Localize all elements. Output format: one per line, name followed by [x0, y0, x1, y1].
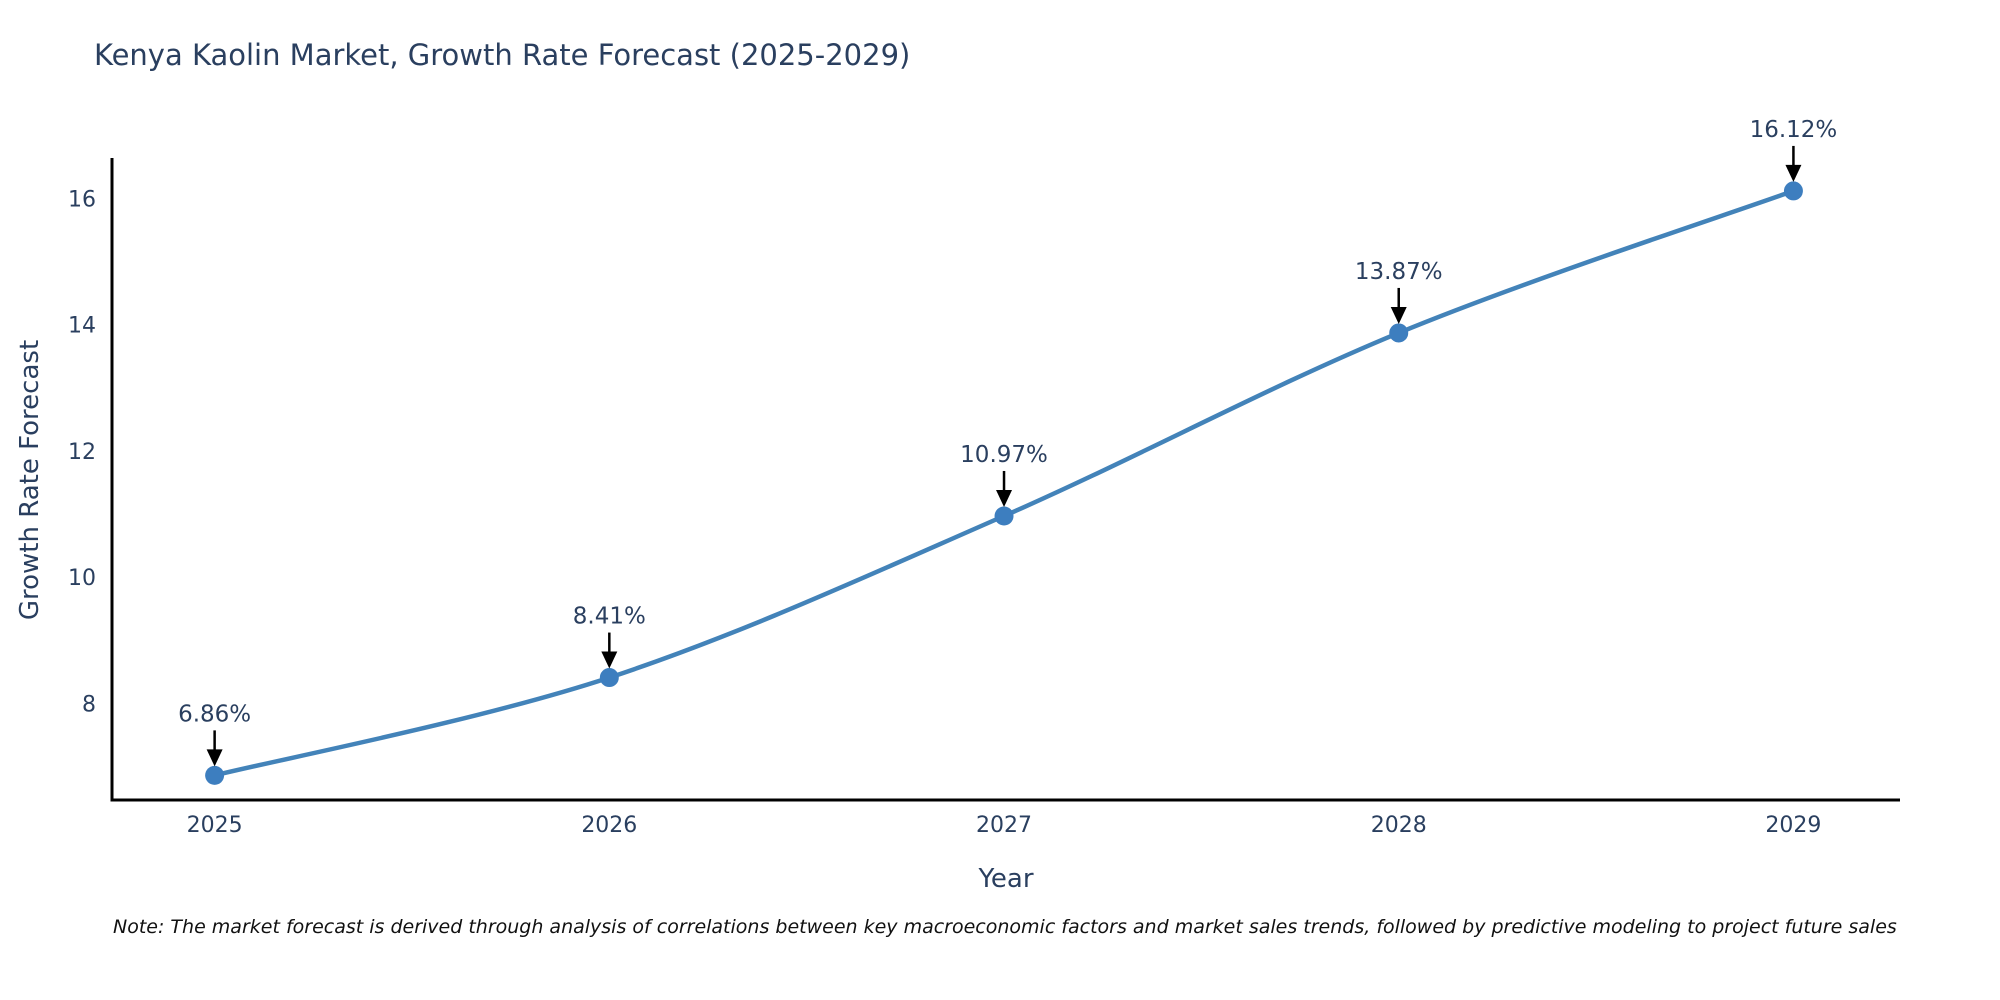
annotation-arrowhead-icon — [1390, 306, 1407, 324]
annotation-arrowhead-icon — [206, 749, 223, 767]
x-tick-label: 2026 — [581, 813, 637, 838]
annotation-arrowhead-icon — [601, 651, 618, 669]
y-tick-label: 14 — [68, 314, 96, 339]
y-tick-label: 12 — [68, 440, 96, 465]
point-value-label: 16.12% — [1750, 117, 1838, 143]
data-point-marker — [1389, 323, 1409, 343]
y-tick-label: 10 — [68, 566, 96, 591]
y-tick-label: 8 — [82, 692, 96, 717]
annotation-arrowhead-icon — [1785, 164, 1802, 182]
data-point-marker — [1783, 181, 1803, 201]
data-point-marker — [205, 765, 225, 785]
point-value-label: 13.87% — [1355, 259, 1443, 285]
point-value-label: 8.41% — [573, 604, 646, 630]
x-axis-title: Year — [978, 864, 1034, 894]
y-tick-label: 16 — [68, 188, 96, 213]
annotation-arrowhead-icon — [996, 489, 1013, 507]
x-tick-label: 2028 — [1371, 813, 1427, 838]
footnote: Note: The market forecast is derived thr… — [113, 916, 1897, 938]
point-value-label: 6.86% — [178, 701, 251, 727]
data-point-marker — [599, 668, 619, 688]
point-value-label: 10.97% — [960, 442, 1048, 468]
x-tick-label: 2027 — [976, 813, 1032, 838]
data-point-marker — [994, 506, 1014, 526]
x-tick-label: 2029 — [1765, 813, 1821, 838]
x-tick-label: 2025 — [187, 813, 243, 838]
chart-title: Kenya Kaolin Market, Growth Rate Forecas… — [94, 38, 911, 72]
